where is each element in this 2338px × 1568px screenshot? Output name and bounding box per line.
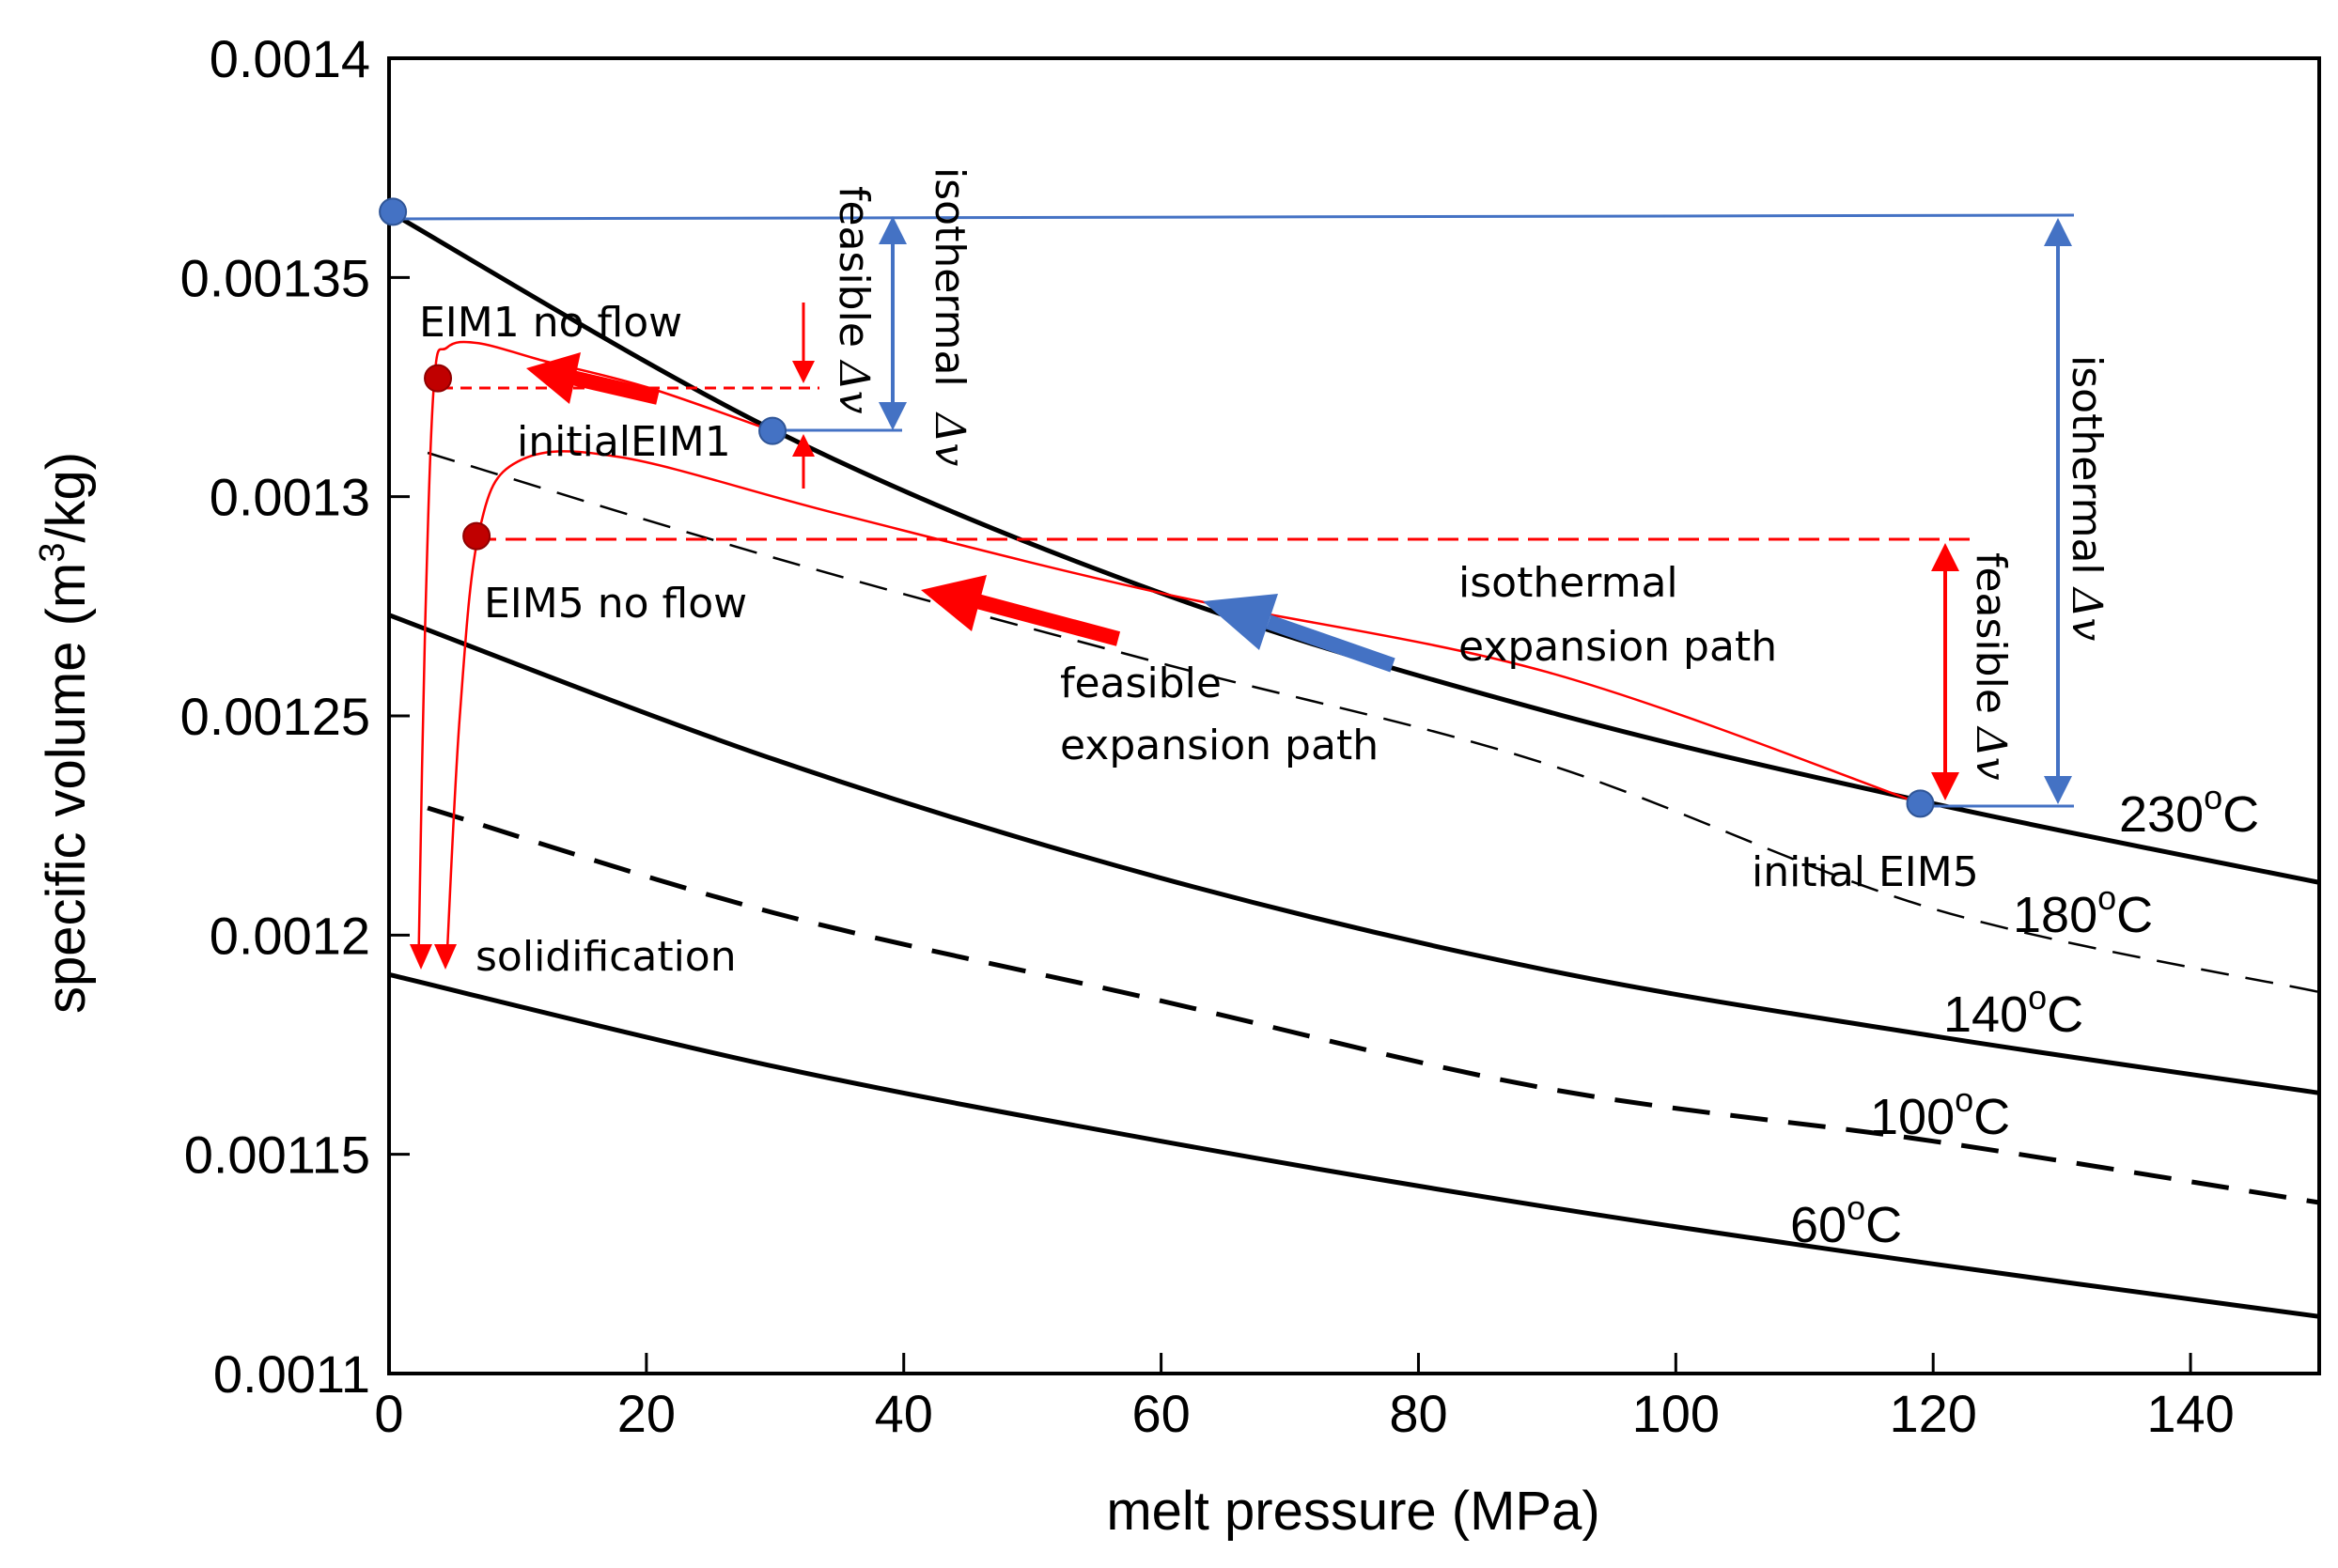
y-tick-label: 0.0012 bbox=[210, 906, 370, 965]
path-eim5 bbox=[445, 450, 1921, 957]
label-180C: 180oC bbox=[2013, 878, 2153, 943]
y-axis-title: specific volume (m3/kg) bbox=[33, 452, 97, 1014]
annot-initial-eim1: initialEIM1 bbox=[517, 418, 731, 466]
x-tick-label: 0 bbox=[374, 1384, 403, 1443]
blue-thick-arrow bbox=[1203, 594, 1395, 673]
x-tick-label: 80 bbox=[1389, 1384, 1447, 1443]
solidification-arrowhead-2 bbox=[434, 944, 457, 970]
x-tick-label: 60 bbox=[1131, 1384, 1190, 1443]
vtext-isothermal-eim5: isothermalΔv bbox=[2063, 355, 2111, 641]
label-230C: 230oC bbox=[2119, 778, 2259, 843]
isotherm-60C bbox=[388, 971, 2320, 1319]
red-thick-arrow-eim5 bbox=[921, 575, 1121, 646]
x-axis: 0 20 40 60 80 100 120 140 bbox=[374, 1353, 2235, 1443]
state-points bbox=[379, 197, 1935, 818]
red-arrow-eim1 bbox=[792, 303, 815, 489]
x-tick-label: 140 bbox=[2146, 1384, 2234, 1443]
blue-double-arrow-eim5 bbox=[2044, 218, 2072, 804]
vtext-feasible-eim1: feasibleΔv bbox=[830, 186, 878, 414]
isotherm-180C bbox=[427, 451, 2320, 994]
x-tick-label: 100 bbox=[1632, 1384, 1720, 1443]
annot-isothermal-expansion-1: isothermal bbox=[1458, 559, 1678, 607]
y-tick-label: 0.00135 bbox=[180, 248, 370, 307]
isotherm-140C bbox=[388, 613, 2320, 1095]
point-initialeim1 bbox=[758, 416, 787, 445]
annot-eim5-no-flow: EIM5 no flow bbox=[484, 580, 747, 628]
red-thick-arrow-eim1 bbox=[526, 352, 660, 405]
point-start bbox=[379, 197, 408, 226]
red-double-arrow-eim5 bbox=[1931, 543, 1959, 800]
y-tick-label: 0.00125 bbox=[180, 687, 370, 746]
vtext-isothermal-eim1: isothermalΔv bbox=[926, 167, 974, 466]
point-eim5-no-flow bbox=[462, 521, 491, 551]
annot-feasible-expansion-1: feasible bbox=[1060, 660, 1222, 707]
point-initial-eim5 bbox=[1906, 789, 1935, 818]
expansion-paths bbox=[417, 340, 1921, 957]
vtext-feasible-eim5: feasibleΔv bbox=[1967, 552, 2015, 781]
annot-isothermal-expansion-2: expansion path bbox=[1458, 623, 1777, 671]
y-tick-label: 0.0014 bbox=[210, 29, 370, 88]
solidification-arrowhead-1 bbox=[410, 944, 432, 970]
label-100C: 100oC bbox=[1870, 1080, 2010, 1145]
x-axis-title: melt pressure (MPa) bbox=[1106, 1481, 1599, 1542]
label-140C: 140oC bbox=[1943, 978, 2083, 1043]
annot-solidification: solidification bbox=[475, 933, 737, 981]
annot-eim1-no-flow: EIM1 no flow bbox=[419, 299, 682, 347]
x-tick-label: 120 bbox=[1889, 1384, 1976, 1443]
y-tick-label: 0.00115 bbox=[184, 1126, 370, 1185]
path-eim1 bbox=[417, 340, 773, 957]
annot-feasible-expansion-2: expansion path bbox=[1060, 722, 1379, 769]
blue-double-arrow-eim1 bbox=[879, 216, 907, 430]
annot-initial-eim5: initial EIM5 bbox=[1752, 848, 1979, 896]
y-axis: 0.0011 0.00115 0.0012 0.00125 0.0013 0.00135 0… bbox=[180, 29, 410, 1404]
label-60C: 60oC bbox=[1790, 1188, 1902, 1253]
blue-reference-line-top bbox=[392, 213, 2075, 221]
isotherm-100C bbox=[427, 805, 2320, 1205]
y-tick-label: 0.0011 bbox=[213, 1344, 370, 1404]
x-tick-label: 40 bbox=[875, 1384, 933, 1443]
point-eim1-no-flow bbox=[424, 364, 453, 393]
x-tick-label: 20 bbox=[617, 1384, 676, 1443]
y-tick-label: 0.0013 bbox=[210, 468, 370, 527]
